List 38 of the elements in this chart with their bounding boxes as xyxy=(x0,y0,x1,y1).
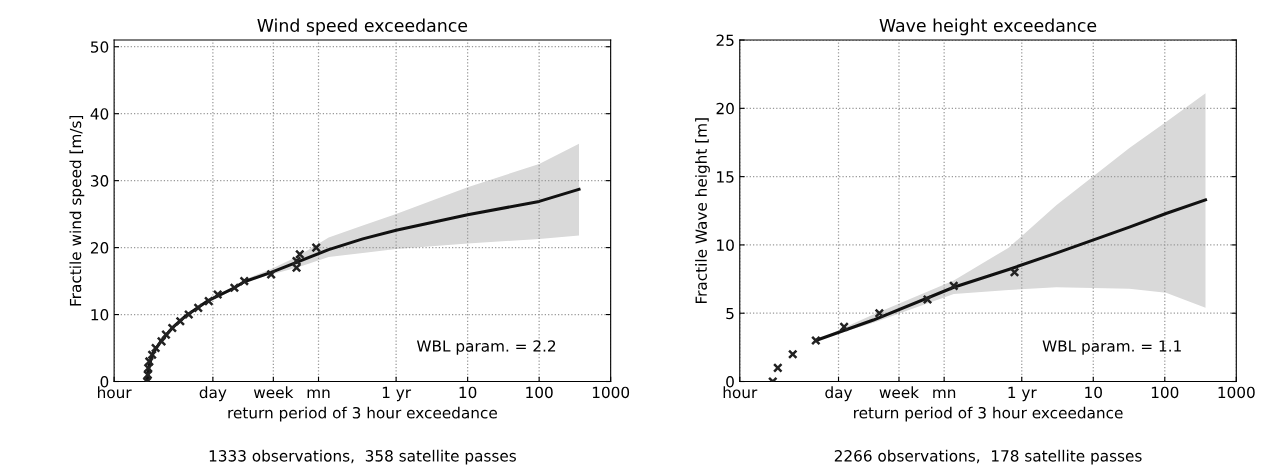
annotation: WBL param. = 1.1 xyxy=(1042,340,1181,355)
x-tick-label: 100 xyxy=(526,386,553,399)
y-tick-label: 10 xyxy=(717,239,734,251)
chart-title: Wave height exceedance xyxy=(879,18,1097,36)
x-tick-label: 10 xyxy=(1085,386,1102,399)
x-tick-label: 1000 xyxy=(592,386,630,399)
x-tick-label: 10 xyxy=(459,386,477,399)
text: 1333 observations, 358 satellite passes xyxy=(209,449,516,465)
x-tick-label: week xyxy=(879,386,920,399)
y-tick-label: 40 xyxy=(90,108,109,120)
annotation: WBL param. = 2.2 xyxy=(416,340,556,355)
y-tick-label: 20 xyxy=(716,102,734,115)
text: 2266 observations, 178 satellite passes xyxy=(834,449,1142,465)
y-tick-label: 30 xyxy=(90,175,109,187)
x-tick-label: hour xyxy=(723,386,758,399)
x-tick-label: mn xyxy=(933,389,956,398)
y-tick-label: 10 xyxy=(91,309,109,321)
y-tick-label: 15 xyxy=(717,171,734,183)
x-tick-label: mn xyxy=(307,389,330,398)
x-tick-label: day xyxy=(199,386,227,402)
x-axis-title: return period of 3 hour exceedance xyxy=(854,406,1123,422)
chart-title: Wind speed exceedance xyxy=(257,18,468,36)
x-tick-label: 1000 xyxy=(1218,386,1255,399)
y-tick-label: 25 xyxy=(716,34,734,47)
x-axis-title: return period of 3 hour exceedance xyxy=(228,406,497,422)
y-tick-label: 0 xyxy=(726,375,734,388)
x-tick-label: 1 yr xyxy=(1008,386,1037,402)
x-tick-label: day xyxy=(825,386,853,402)
x-tick-label: 100 xyxy=(1151,386,1179,399)
x-tick-label: 1 yr xyxy=(382,386,412,402)
x-tick-label: hour xyxy=(98,386,132,399)
y-tick-label: 0 xyxy=(100,375,109,388)
y-tick-label: 5 xyxy=(726,307,734,320)
y-axis-title: Fractile wind speed [m/s] xyxy=(69,115,85,306)
y-tick-label: 50 xyxy=(91,41,109,53)
y-axis-title: Fractile Wave height [m] xyxy=(695,118,710,304)
x-tick-label: week xyxy=(253,386,294,399)
y-tick-label: 20 xyxy=(90,242,109,254)
